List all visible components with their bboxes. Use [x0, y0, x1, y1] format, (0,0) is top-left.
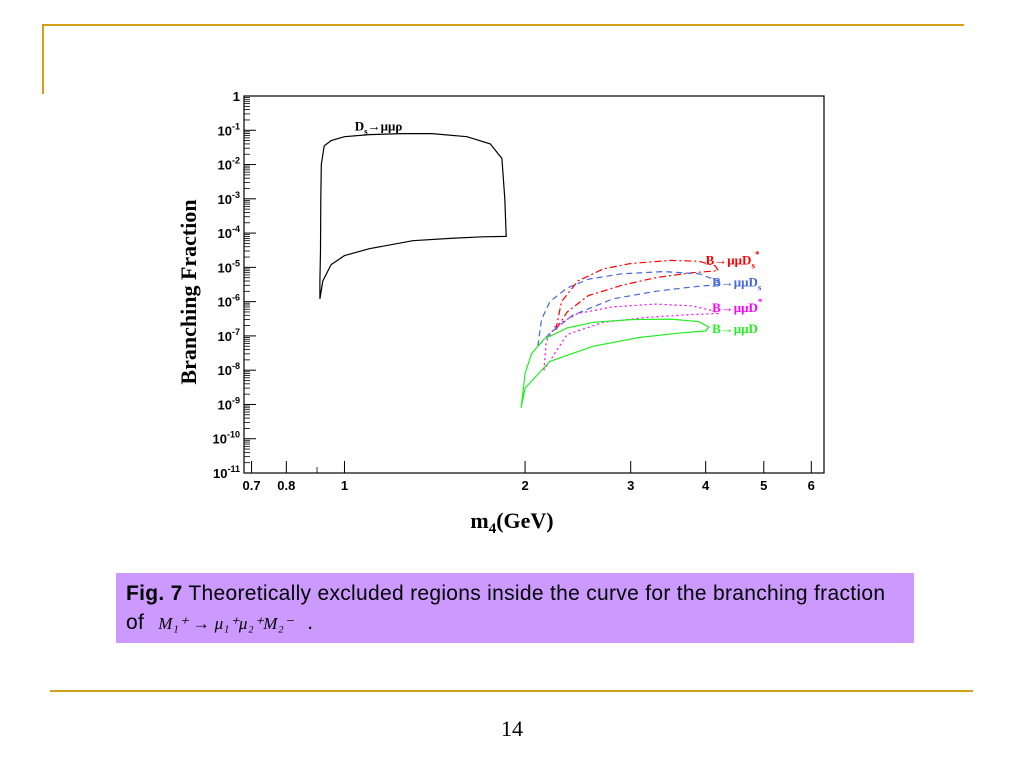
caption-formula: M₁⁺ → μ₁⁺μ₂⁺M₂⁻: [158, 614, 294, 633]
x-tick-label: 5: [760, 478, 767, 493]
series-labels: Ds→μμρ B→μμDs* B→μμDs B→μμD* B→μμD: [355, 118, 763, 336]
y-tick-label: 10-8: [218, 361, 240, 378]
series-curve-bdst: [543, 303, 719, 371]
y-tick-label: 10-9: [218, 395, 240, 412]
series-label-ds: Ds→μμρ: [355, 118, 403, 136]
series-layer: [319, 133, 723, 408]
x-tick-label: 3: [627, 478, 634, 493]
plot-frame: [243, 95, 825, 474]
x-axis-title: m4(GeV): [470, 508, 553, 537]
page-number: 14: [501, 716, 523, 741]
x-tick-label: 1: [341, 478, 348, 493]
y-tick-labels: 1 10-1 10-2 10-3 10-4 10-5 10-6 10-7 10-8 10-9 10-…: [213, 89, 240, 481]
x-tick-label: 6: [808, 478, 815, 493]
y-tick-label: 10-2: [218, 156, 240, 173]
left-rule: [42, 24, 44, 94]
branching-fraction-chart: 0.7 0.8 1 2 3 4 5 6 1 10-1 10-2 10-3 10-4 10-5 10-6 10…: [176, 89, 825, 537]
series-curve-bdss: [555, 259, 720, 331]
y-tick-label: 10-1: [218, 121, 240, 138]
x-tick-label: 4: [702, 478, 710, 493]
y-tick-label: 10-3: [218, 190, 240, 207]
figure-caption: Fig. 7 Theoretically excluded regions in…: [116, 573, 914, 643]
series-label-bdst: B→μμD*: [712, 297, 763, 315]
y-tick-label: 1: [233, 89, 240, 104]
caption-text: Fig. 7 Theoretically excluded regions in…: [126, 579, 904, 638]
y-tick-label: 10-7: [218, 327, 240, 344]
series-label-bd: B→μμD: [712, 321, 758, 336]
series-curve-bd: [520, 318, 710, 408]
x-tick-label: 0.8: [277, 478, 295, 493]
bottom-rule: [50, 690, 973, 692]
x-tick-label: 2: [521, 478, 528, 493]
caption-body: Theoretically excluded regions inside th…: [126, 582, 886, 634]
y-tick-label: 10-10: [213, 430, 240, 447]
series-label-bds: B→μμDs: [712, 274, 762, 292]
series-curve-ds: [319, 133, 507, 299]
x-tick-label: 0.7: [243, 478, 261, 493]
axis-ticks: [244, 95, 812, 474]
y-axis-title: Branching Fraction: [176, 199, 201, 384]
series-label-bdss: B→μμDs*: [706, 250, 760, 271]
top-rule: [42, 24, 964, 26]
y-tick-label: 10-11: [213, 464, 240, 481]
caption-end: .: [301, 611, 314, 634]
caption-fig-label: Fig. 7: [126, 582, 183, 605]
x-tick-labels: 0.7 0.8 1 2 3 4 5 6: [243, 478, 815, 493]
y-tick-label: 10-4: [218, 224, 240, 241]
y-tick-label: 10-5: [218, 258, 240, 275]
series-curve-bds: [537, 270, 723, 347]
y-tick-label: 10-6: [218, 293, 240, 310]
